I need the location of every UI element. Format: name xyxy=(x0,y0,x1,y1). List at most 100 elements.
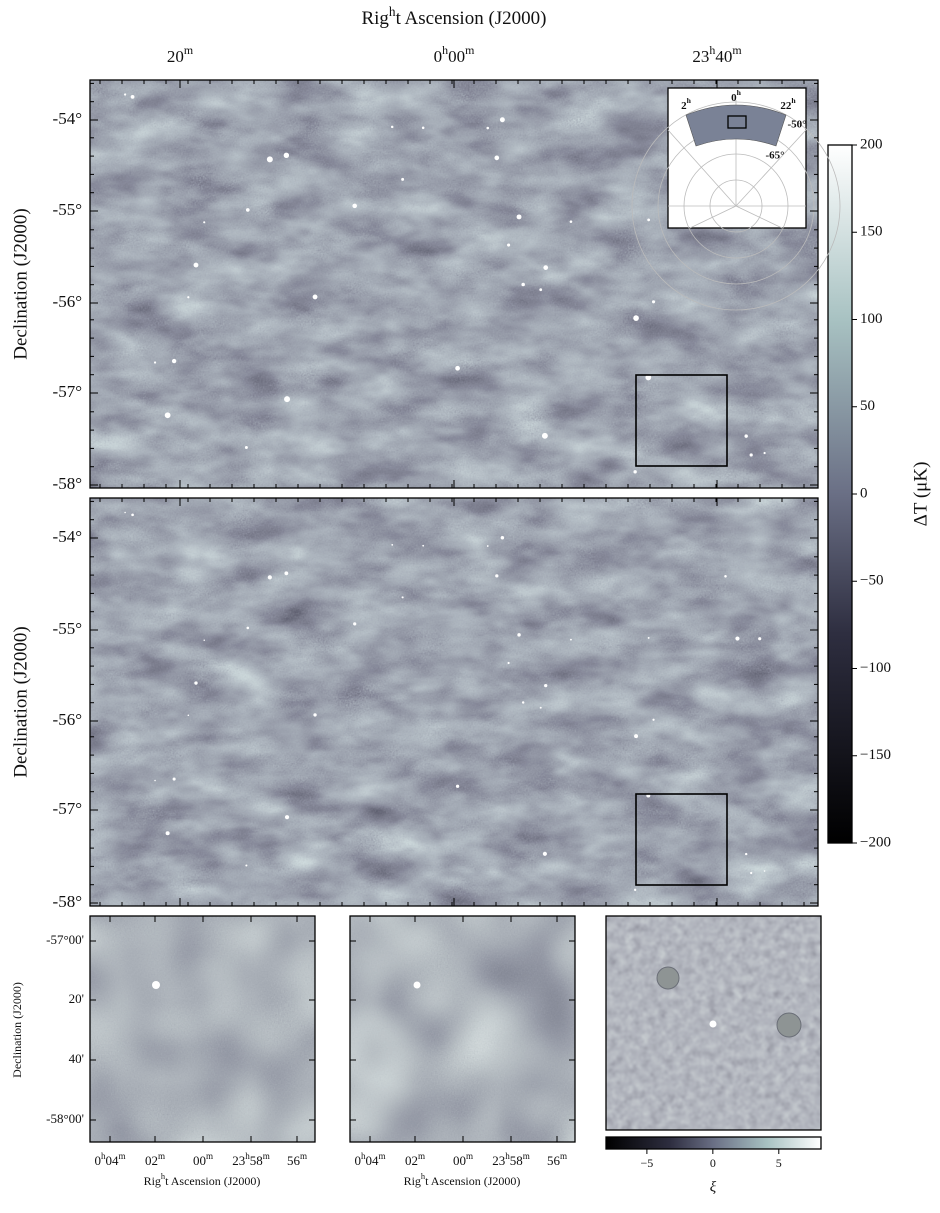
y-axis-title: Declination (J2000) xyxy=(10,208,31,359)
source xyxy=(455,365,460,371)
inset-label: 2h xyxy=(681,96,692,111)
source xyxy=(203,639,205,642)
source xyxy=(541,432,548,439)
colorbar-tick-label: −100 xyxy=(860,660,891,676)
source xyxy=(499,117,505,123)
colorbar-tick-label: 0 xyxy=(710,1156,716,1170)
y-tick-label: -54° xyxy=(53,109,82,128)
sources xyxy=(124,93,802,1038)
source xyxy=(709,1020,717,1028)
source xyxy=(353,622,357,626)
x-tick-label: 00m xyxy=(193,1151,213,1168)
colorbar-tick-label: −50 xyxy=(860,573,883,589)
source xyxy=(455,784,460,788)
inset-label: 22h xyxy=(780,96,796,111)
source xyxy=(124,511,126,514)
inset xyxy=(631,87,841,311)
colorbar-tick-label: 5 xyxy=(776,1156,782,1170)
inset-label: -50° xyxy=(787,119,806,131)
x-tick-label: 23h40m xyxy=(692,43,742,66)
source xyxy=(724,575,727,578)
source xyxy=(647,218,651,222)
source xyxy=(194,681,198,685)
source xyxy=(507,661,510,665)
colorbar-tick-label: 150 xyxy=(860,224,883,240)
x-tick-label: 02m xyxy=(405,1151,425,1168)
source xyxy=(401,596,404,599)
source xyxy=(390,125,394,129)
y-tick-label: -54° xyxy=(53,527,82,546)
y-tick-label: -57°00' xyxy=(46,932,84,947)
x-axis-title: Right Ascension (J2000) xyxy=(144,1172,261,1187)
colorbar-tick-label: 0 xyxy=(860,485,868,501)
source xyxy=(193,262,199,268)
source xyxy=(763,451,766,455)
source xyxy=(284,396,291,403)
source xyxy=(244,446,248,449)
source xyxy=(171,358,177,364)
source xyxy=(645,374,652,381)
source xyxy=(246,626,250,630)
source xyxy=(495,574,499,578)
source xyxy=(245,864,248,867)
source xyxy=(124,93,127,96)
source xyxy=(750,871,753,875)
source xyxy=(647,636,650,639)
inset-label: -65° xyxy=(765,150,784,162)
source xyxy=(413,981,421,989)
source xyxy=(245,208,250,212)
source xyxy=(633,888,637,891)
source xyxy=(187,296,190,299)
source xyxy=(633,315,639,321)
colorbar-tick-label: 100 xyxy=(860,311,883,327)
source xyxy=(131,513,134,517)
source xyxy=(165,831,170,836)
source xyxy=(187,714,190,717)
x-tick-label: 23h58m xyxy=(492,1151,530,1168)
source xyxy=(312,294,318,300)
source xyxy=(153,361,157,364)
source xyxy=(154,779,156,782)
source xyxy=(516,214,522,220)
x-tick-label: 00m xyxy=(453,1151,473,1168)
x-tick-label: 0h04m xyxy=(94,1151,125,1168)
source xyxy=(313,713,317,717)
source xyxy=(521,282,525,287)
source xyxy=(517,633,521,637)
y-tick-label: -56° xyxy=(53,292,82,311)
source xyxy=(203,221,206,224)
source xyxy=(266,156,273,163)
inset-label: 0h xyxy=(731,88,742,103)
source xyxy=(539,706,542,709)
source xyxy=(542,851,547,856)
source xyxy=(633,470,637,474)
y-tick-label: -56° xyxy=(53,710,82,729)
source xyxy=(543,265,549,270)
source xyxy=(569,220,573,223)
source xyxy=(544,684,548,688)
colorbar-tick-label: 200 xyxy=(860,136,883,152)
y-axis-title: Declination (J2000) xyxy=(10,982,24,1078)
map-image xyxy=(90,498,818,906)
zoom-image xyxy=(90,916,315,1142)
source xyxy=(164,412,171,419)
source xyxy=(656,966,680,990)
source xyxy=(421,126,425,130)
source xyxy=(521,701,525,704)
source xyxy=(486,126,490,130)
source xyxy=(494,155,500,161)
zoom-image xyxy=(350,916,575,1142)
source xyxy=(486,545,489,547)
colorbar-label: ξ xyxy=(710,1179,717,1195)
y-tick-label: -57° xyxy=(53,382,82,401)
source xyxy=(651,300,656,304)
y-tick-label: 40' xyxy=(69,1051,84,1066)
source xyxy=(500,536,505,540)
x-tick-label: 23h58m xyxy=(232,1151,270,1168)
colorbar-label: ΔT (μK) xyxy=(910,462,931,527)
y-tick-label: -57° xyxy=(53,799,82,818)
source xyxy=(172,777,176,781)
source xyxy=(652,718,655,721)
source xyxy=(284,571,289,576)
